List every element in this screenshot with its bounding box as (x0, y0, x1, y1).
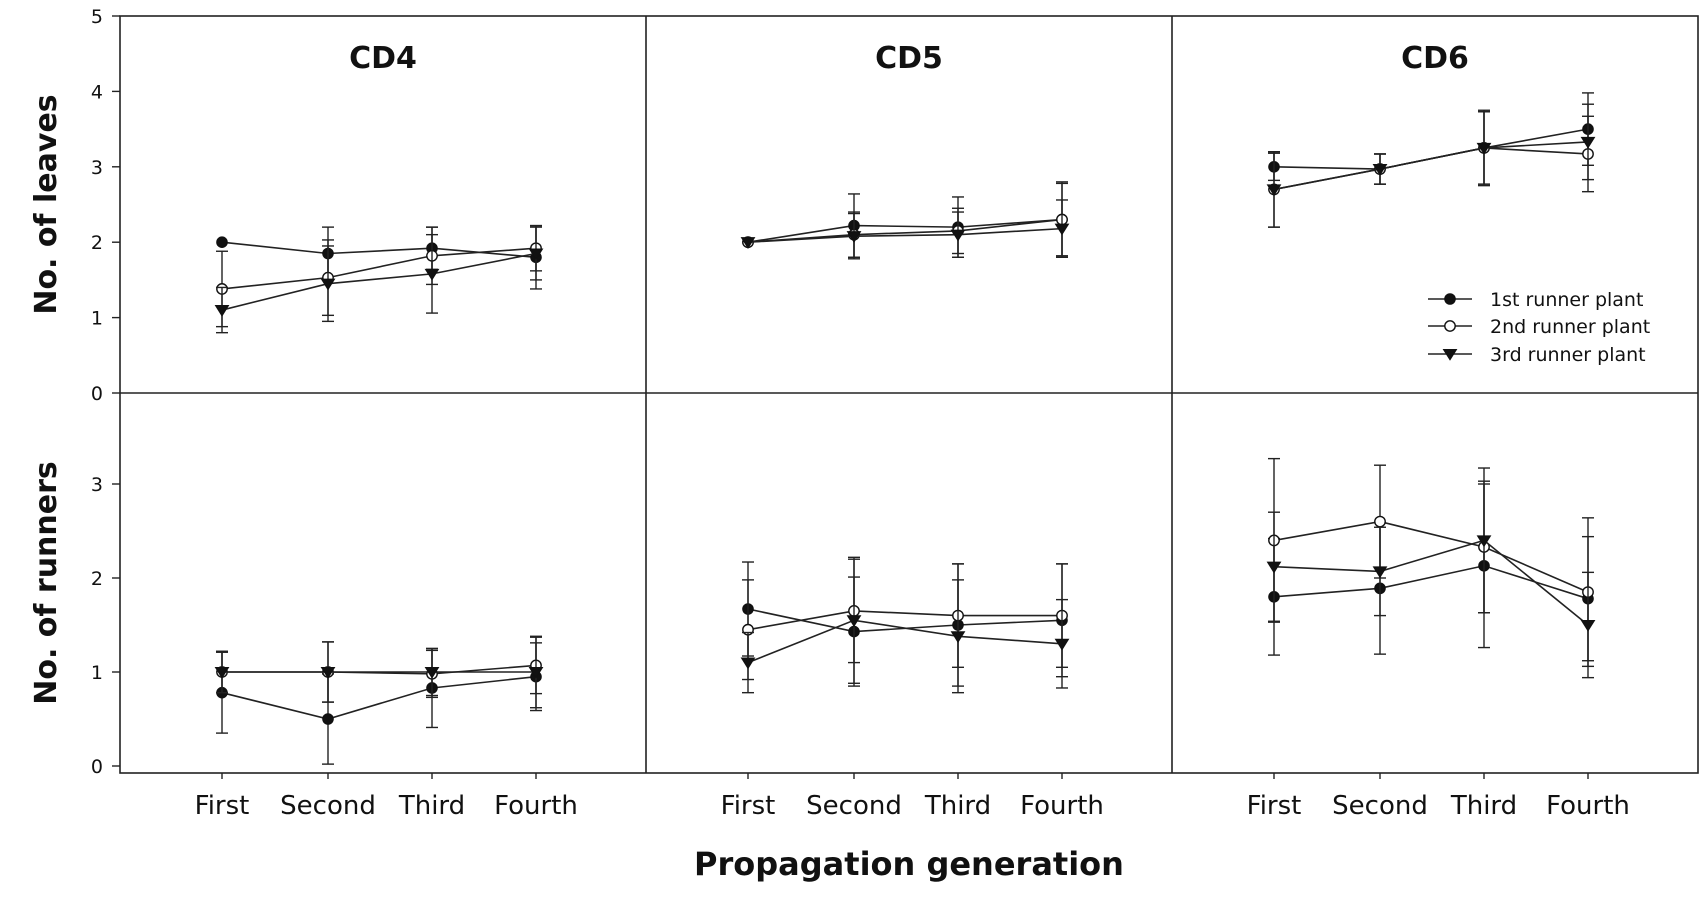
y-axis-label: No. of leaves (29, 94, 64, 314)
data-point (1580, 619, 1596, 632)
panel-title: CD4 (349, 41, 417, 76)
data-point (740, 657, 756, 670)
data-point (1476, 142, 1492, 155)
x-tick-label: First (1247, 791, 1302, 821)
data-point (214, 305, 230, 317)
x-tick-label: Fourth (1020, 791, 1104, 821)
data-point (1476, 535, 1492, 548)
y-tick-label: 4 (91, 81, 103, 103)
series-line (747, 610, 1062, 631)
series-line (1273, 539, 1589, 626)
data-point (320, 666, 336, 679)
data-point (1374, 515, 1386, 528)
data-point (424, 268, 440, 281)
x-tick-label: Third (1450, 791, 1517, 821)
data-point (528, 666, 544, 679)
series-line (221, 675, 537, 720)
series-line (747, 218, 1063, 243)
x-tick-label: Second (1332, 791, 1428, 821)
data-point (1372, 164, 1388, 176)
y-tick-label: 2 (91, 232, 103, 254)
y-tick-label: 0 (91, 756, 103, 778)
x-tick-label: Fourth (494, 791, 578, 821)
series-line (1273, 564, 1589, 600)
x-tick-label: First (195, 791, 250, 821)
data-point (528, 248, 544, 261)
y-tick-label: 0 (91, 383, 103, 405)
series-line (747, 227, 1063, 243)
data-point (216, 236, 228, 248)
data-point (424, 666, 440, 679)
y-tick-label: 3 (91, 157, 103, 179)
data-point (214, 666, 230, 679)
series-line (221, 247, 537, 290)
data-point (1372, 566, 1388, 579)
y-tick-label: 1 (91, 662, 103, 684)
series-line (1273, 147, 1589, 191)
y-tick-label: 5 (91, 6, 103, 28)
y-tick-label: 1 (91, 308, 103, 330)
data-point (1266, 184, 1282, 197)
plot-frame (119, 15, 1699, 774)
data-point (1444, 293, 1456, 305)
series-line (747, 619, 1063, 664)
data-point (1442, 348, 1458, 361)
x-tick-label: Third (924, 791, 991, 821)
x-tick-label: Second (280, 791, 376, 821)
data-point (1054, 223, 1070, 236)
legend-entry: 3rd runner plant (1490, 344, 1646, 366)
data-point (1054, 638, 1070, 651)
series-line (221, 241, 537, 259)
y-axis-label: No. of runners (29, 461, 64, 705)
data-point (1266, 561, 1282, 574)
y-tick-label: 3 (91, 474, 103, 496)
series-line (1273, 141, 1589, 191)
series-line (1273, 520, 1589, 593)
series-line (1273, 128, 1589, 170)
panel-title: CD6 (1401, 41, 1469, 76)
data-point (846, 615, 862, 628)
x-tick-label: First (721, 791, 776, 821)
data-point (950, 631, 966, 644)
data-point (740, 237, 756, 249)
panel-title: CD5 (875, 41, 943, 76)
data-point (950, 229, 966, 242)
series-line (221, 252, 537, 311)
data-point (1580, 136, 1596, 149)
legend-entry: 2nd runner plant (1490, 316, 1650, 338)
data-point (846, 231, 862, 243)
data-point (1444, 320, 1456, 332)
data-point (322, 713, 334, 725)
x-tick-label: Fourth (1546, 791, 1630, 821)
y-tick-label: 2 (91, 568, 103, 590)
x-axis-label: Propagation generation (694, 845, 1124, 883)
x-tick-label: Second (806, 791, 902, 821)
x-tick-label: Third (398, 791, 465, 821)
legend-entry: 1st runner plant (1490, 289, 1643, 311)
data-point (320, 278, 336, 291)
